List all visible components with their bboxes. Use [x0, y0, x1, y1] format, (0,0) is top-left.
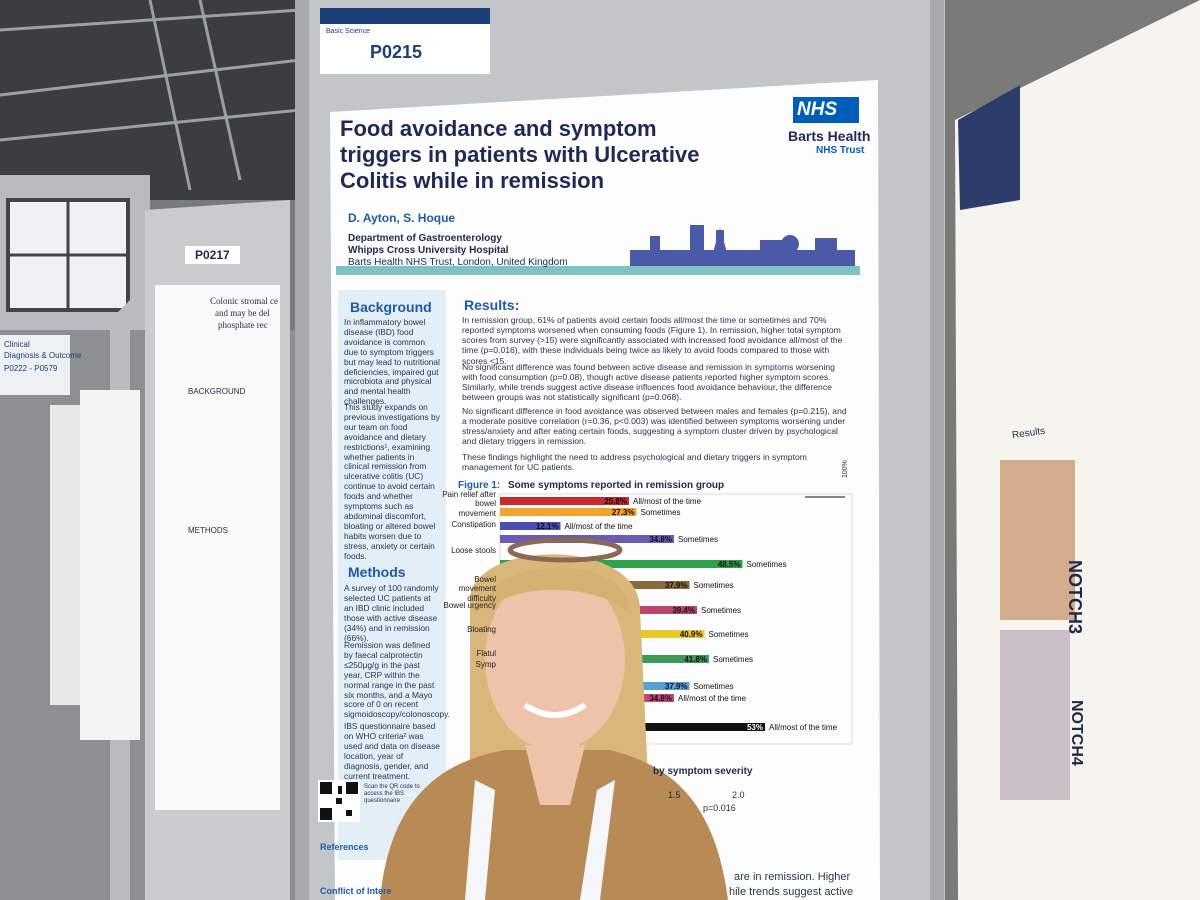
- bar-text: Sometimes: [678, 535, 718, 544]
- paragraph: No significant difference in food avoida…: [462, 406, 847, 447]
- bar-text: Sometimes: [701, 606, 741, 615]
- paragraph: This study expands on previous investiga…: [344, 402, 440, 561]
- section-heading: Results:: [464, 297, 520, 313]
- title-line: Colonic stromal ce: [210, 296, 278, 306]
- paragraph: Remission was defined by faecal calprote…: [344, 640, 450, 720]
- conflict: Conflict of Intere: [320, 886, 392, 896]
- row-label: Bowel movement difficulty: [458, 575, 496, 603]
- value-label: 37.9%: [665, 682, 688, 691]
- row-label: Symp: [475, 660, 496, 669]
- logo-suborg: NHS Trust: [816, 145, 865, 156]
- poster-id: P0215: [370, 42, 423, 62]
- bar-text: Sometimes: [694, 682, 734, 691]
- bar-text: Sometimes: [709, 630, 749, 639]
- bar: [500, 560, 743, 568]
- value-label: 41.8%: [684, 655, 707, 664]
- section-heading: METHODS: [188, 526, 228, 535]
- row-label: Loose stools: [451, 546, 496, 555]
- paragraph: In remission group, 61% of patients avoi…: [462, 315, 843, 366]
- value-label: 34.8%: [649, 694, 672, 703]
- bar: [500, 508, 637, 516]
- header-band: [336, 266, 860, 275]
- ceiling: [0, 0, 300, 200]
- paragraph: No significant difference was found betw…: [462, 362, 835, 403]
- value-label: 39.4%: [672, 606, 695, 615]
- affiliation: Whipps Cross University Hospital: [348, 245, 509, 256]
- row-label: Pain relief after bowel movement: [442, 490, 496, 518]
- bar-text: Sometimes: [641, 508, 681, 517]
- left-column: [338, 290, 446, 860]
- row-label: Flatul: [476, 649, 496, 658]
- paragraph-fragment: are in remission. Higher: [734, 871, 851, 883]
- figure-prefix: Figure 1:: [458, 480, 501, 491]
- value-label: 25.8%: [604, 497, 627, 506]
- gene-label: NOTCH4: [1068, 700, 1085, 766]
- value-label: 53%: [747, 723, 763, 732]
- value-label: 40.9%: [680, 630, 703, 639]
- row-label: Bowel urgency: [443, 601, 496, 610]
- references: References: [320, 842, 369, 852]
- section-heading: BACKGROUND: [188, 387, 246, 396]
- tick-label: 1.5: [668, 790, 681, 800]
- nhs-logo: [793, 97, 859, 123]
- value-label: 27.3%: [612, 508, 635, 517]
- value-label: 12.1%: [536, 522, 559, 531]
- left-poster: [155, 285, 280, 810]
- gene-label: NOTCH3: [1065, 560, 1085, 635]
- qr-code: [320, 782, 358, 820]
- figure-title: Some symptoms reported in remission grou…: [508, 480, 725, 491]
- paragraph: These findings highlight the need to add…: [462, 452, 807, 473]
- row-label: Constipation: [451, 520, 496, 529]
- paragraph-fragment: hile trends suggest active: [729, 886, 854, 898]
- logo-org: Barts Health: [788, 128, 871, 144]
- paragraph: IBS questionnaire based on WHO criteria²…: [344, 721, 440, 781]
- track-label: Basic Science: [326, 28, 370, 35]
- bar: [500, 522, 561, 530]
- section-sign: [0, 335, 70, 395]
- affiliation: Department of Gastroenterology: [348, 233, 502, 244]
- bar: [500, 497, 629, 505]
- section-heading: Methods: [348, 564, 406, 580]
- tick-label: 2.0: [732, 790, 745, 800]
- section-heading: Background: [350, 299, 432, 315]
- sign-line: P0222 - P0579: [4, 364, 58, 373]
- axis-max-label: 100%: [842, 460, 849, 478]
- value-label: 48.5%: [718, 560, 741, 569]
- ihc-image: [1000, 460, 1075, 620]
- bar-text: Sometimes: [747, 560, 787, 569]
- row-label: Bloating: [467, 625, 496, 634]
- sign-line: Diagnosis & Outcome: [4, 351, 82, 360]
- bar-text: All/most of the time: [565, 522, 634, 531]
- sign-line: Clinical: [4, 340, 30, 349]
- logo-mark: NHS: [797, 99, 838, 120]
- bar-text: All/most of the time: [769, 723, 838, 732]
- bar-text: All/most of the time: [633, 497, 702, 506]
- poster-sheet: [330, 80, 880, 900]
- paragraph: In inflammatory bowel disease (IBD) food…: [344, 317, 440, 407]
- p-value: p=0.016: [703, 803, 736, 813]
- qr-note: Scan the QR code to access the IBS quest…: [364, 784, 420, 805]
- affiliation: Barts Health NHS Trust, London, United K…: [348, 257, 568, 268]
- person: [380, 537, 728, 900]
- bar-text: All/most of the time: [678, 694, 747, 703]
- value-label: 37.9%: [665, 581, 688, 590]
- figure-title: by symptom severity: [653, 766, 753, 777]
- title-line: phosphate rec: [218, 320, 268, 330]
- bar-text: Sometimes: [694, 581, 734, 590]
- paragraph: A survey of 100 randomly selected UC pat…: [344, 583, 439, 643]
- value-label: 34.8%: [649, 535, 672, 544]
- authors: D. Ayton, S. Hoque: [348, 211, 456, 225]
- bar-text: Sometimes: [713, 655, 753, 664]
- poster-id: P0217: [185, 246, 240, 265]
- title-line: and may be del: [215, 308, 270, 318]
- poster-title: Food avoidance and symptom triggers in p…: [340, 116, 700, 193]
- truss: [0, 0, 301, 191]
